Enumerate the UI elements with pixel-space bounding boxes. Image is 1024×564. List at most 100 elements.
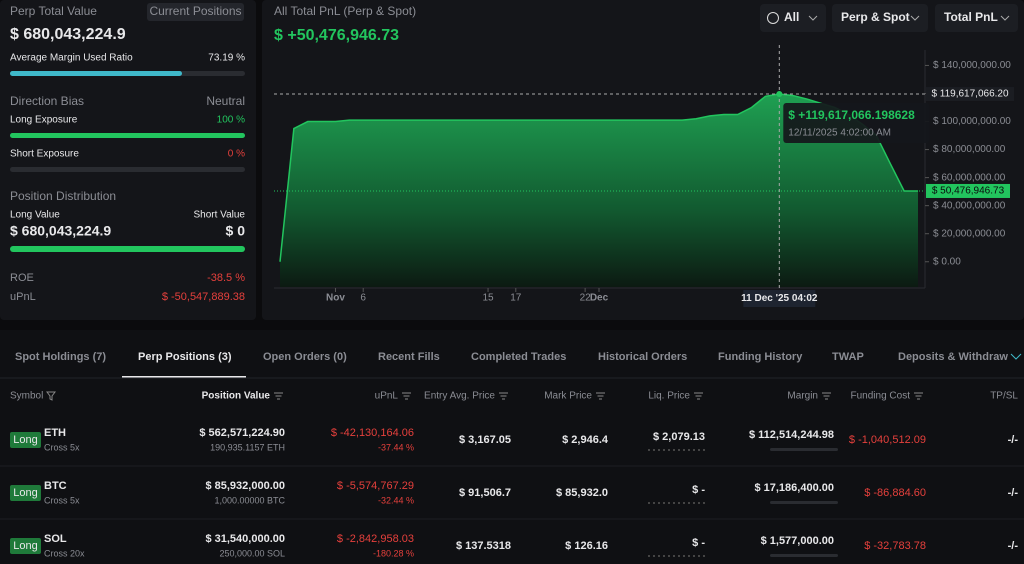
chevron[interactable] [808, 15, 818, 21]
hover-y-label: $ 119,617,066.20 [931, 89, 1009, 100]
value: $ 0 [226, 223, 246, 239]
tab[interactable]: Open Orders (0) [263, 351, 347, 363]
margin: $ 17,186,400.00 [754, 482, 834, 494]
filter-icon[interactable] [46, 391, 56, 401]
liq-price: $ - [692, 537, 705, 549]
tab-underline [122, 376, 246, 378]
label: Average Margin Used Ratio [10, 53, 133, 64]
sort-icon[interactable] [499, 392, 508, 400]
tab[interactable]: Perp Positions (3) [138, 351, 232, 363]
distribution-bar [10, 246, 245, 252]
upnl-pct: -180.28 % [373, 548, 414, 558]
upnl: $ -2,842,958.03 [337, 533, 414, 545]
sort-icon[interactable] [914, 392, 923, 400]
dropdown-label[interactable]: Perp & Spot [841, 10, 910, 24]
upnl-pct: -37.44 % [378, 442, 414, 452]
column-header[interactable]: TP/SL [990, 391, 1018, 402]
current-label: $ 50,476,946.73 [932, 186, 1005, 197]
y-tick-label: $ 0.00 [933, 256, 961, 267]
hover-point [776, 91, 783, 98]
chart-title: All Total PnL (Perp & Spot) [274, 4, 416, 18]
funding-cost: $ -32,783.78 [864, 540, 926, 552]
bar-fill [10, 133, 245, 138]
side: Long [13, 540, 37, 552]
dropdown[interactable] [760, 4, 826, 32]
column-header[interactable]: uPnL [375, 391, 399, 402]
tabs-chevron[interactable] [1010, 353, 1022, 360]
button[interactable] [147, 3, 244, 21]
tooltip [783, 103, 930, 143]
column-header[interactable]: Entry Avg. Price [424, 391, 495, 402]
sort-icon[interactable] [596, 392, 605, 400]
value: $ 680,043,224.9 [10, 223, 111, 239]
column-header[interactable]: Position Value [202, 391, 271, 402]
clock-icon[interactable] [767, 12, 779, 24]
mark-price: $ 126.16 [565, 540, 608, 552]
tab[interactable]: Funding History [718, 351, 803, 363]
value: -38.5 % [207, 272, 245, 284]
hover-y-label-bg [926, 87, 1014, 102]
dropdown[interactable] [832, 4, 928, 32]
column-header[interactable]: Symbol [10, 391, 43, 402]
label: Long Exposure [10, 115, 78, 126]
y-tick-label: $ 140,000,000.00 [933, 60, 1011, 71]
tab[interactable]: Historical Orders [598, 351, 687, 363]
column-header[interactable]: Margin [787, 391, 818, 402]
label: Direction Bias [10, 94, 84, 108]
tooltip-value: $ +119,617,066.198628 [788, 108, 915, 122]
entry-price: $ 137.5318 [456, 540, 511, 552]
label: uPnL [10, 291, 36, 303]
value: Neutral [206, 94, 245, 108]
margin-bar [770, 554, 838, 557]
x-tick-label: Dec [590, 293, 609, 304]
size: 190,935.1157 ETH [210, 442, 285, 452]
label: Short Value [193, 210, 245, 221]
y-tick-label: $ 60,000,000.00 [933, 172, 1006, 183]
hover-x-label: 11 Dec '25 04:02 [741, 293, 818, 304]
x-tick-label: 17 [510, 293, 522, 304]
y-tick-label: $ 80,000,000.00 [933, 144, 1006, 155]
value: 0 % [228, 149, 245, 160]
tab[interactable]: Completed Trades [471, 351, 566, 363]
x-tick-label: 22 [580, 293, 592, 304]
sort-icon[interactable] [402, 392, 411, 400]
position-value: $ 85,932,000.00 [205, 480, 285, 492]
upnl-pct: -32.44 % [378, 495, 414, 505]
liq-price: $ - [692, 484, 705, 496]
mark-price: $ 2,946.4 [562, 434, 609, 446]
funding-cost: $ -1,040,512.09 [849, 434, 926, 446]
margin: $ 1,577,000.00 [761, 535, 834, 547]
entry-price: $ 3,167.05 [459, 434, 511, 446]
column-header[interactable]: Funding Cost [851, 391, 911, 402]
tooltip-time: 12/11/2025 4:02:00 AM [788, 128, 891, 139]
current-label-bg [926, 183, 1010, 198]
hover-x-label-bg [743, 290, 816, 307]
margin-mode: Cross 5x [44, 495, 80, 505]
size: 1,000.00000 BTC [214, 495, 285, 505]
margin-mode: Cross 5x [44, 442, 80, 452]
tab[interactable]: Recent Fills [378, 351, 440, 363]
tab[interactable]: Deposits & Withdraw [898, 351, 1008, 363]
chevron[interactable] [1000, 15, 1010, 21]
margin-mode: Cross 20x [44, 548, 85, 558]
button-label[interactable]: Current Positions [149, 4, 241, 18]
tab[interactable]: Spot Holdings (7) [15, 351, 106, 363]
side-badge [10, 432, 41, 448]
position-value: $ 31,540,000.00 [205, 533, 285, 545]
column-header[interactable]: Liq. Price [648, 391, 690, 402]
sort-icon[interactable] [822, 392, 831, 400]
dropdown-label[interactable]: All [784, 10, 799, 24]
line [279, 93, 918, 262]
symbol: SOL [44, 533, 67, 545]
column-header[interactable]: Mark Price [544, 391, 592, 402]
tab[interactable]: TWAP [832, 351, 864, 363]
dropdown-label[interactable]: Total PnL [944, 10, 998, 24]
y-tick-label: $ 40,000,000.00 [933, 200, 1006, 211]
symbol: ETH [44, 427, 66, 439]
sort-icon[interactable] [694, 392, 703, 400]
dropdown[interactable] [935, 4, 1018, 32]
funding-cost: $ -86,884.60 [864, 487, 926, 499]
sort-icon[interactable] [274, 392, 283, 400]
chevron[interactable] [910, 15, 920, 21]
